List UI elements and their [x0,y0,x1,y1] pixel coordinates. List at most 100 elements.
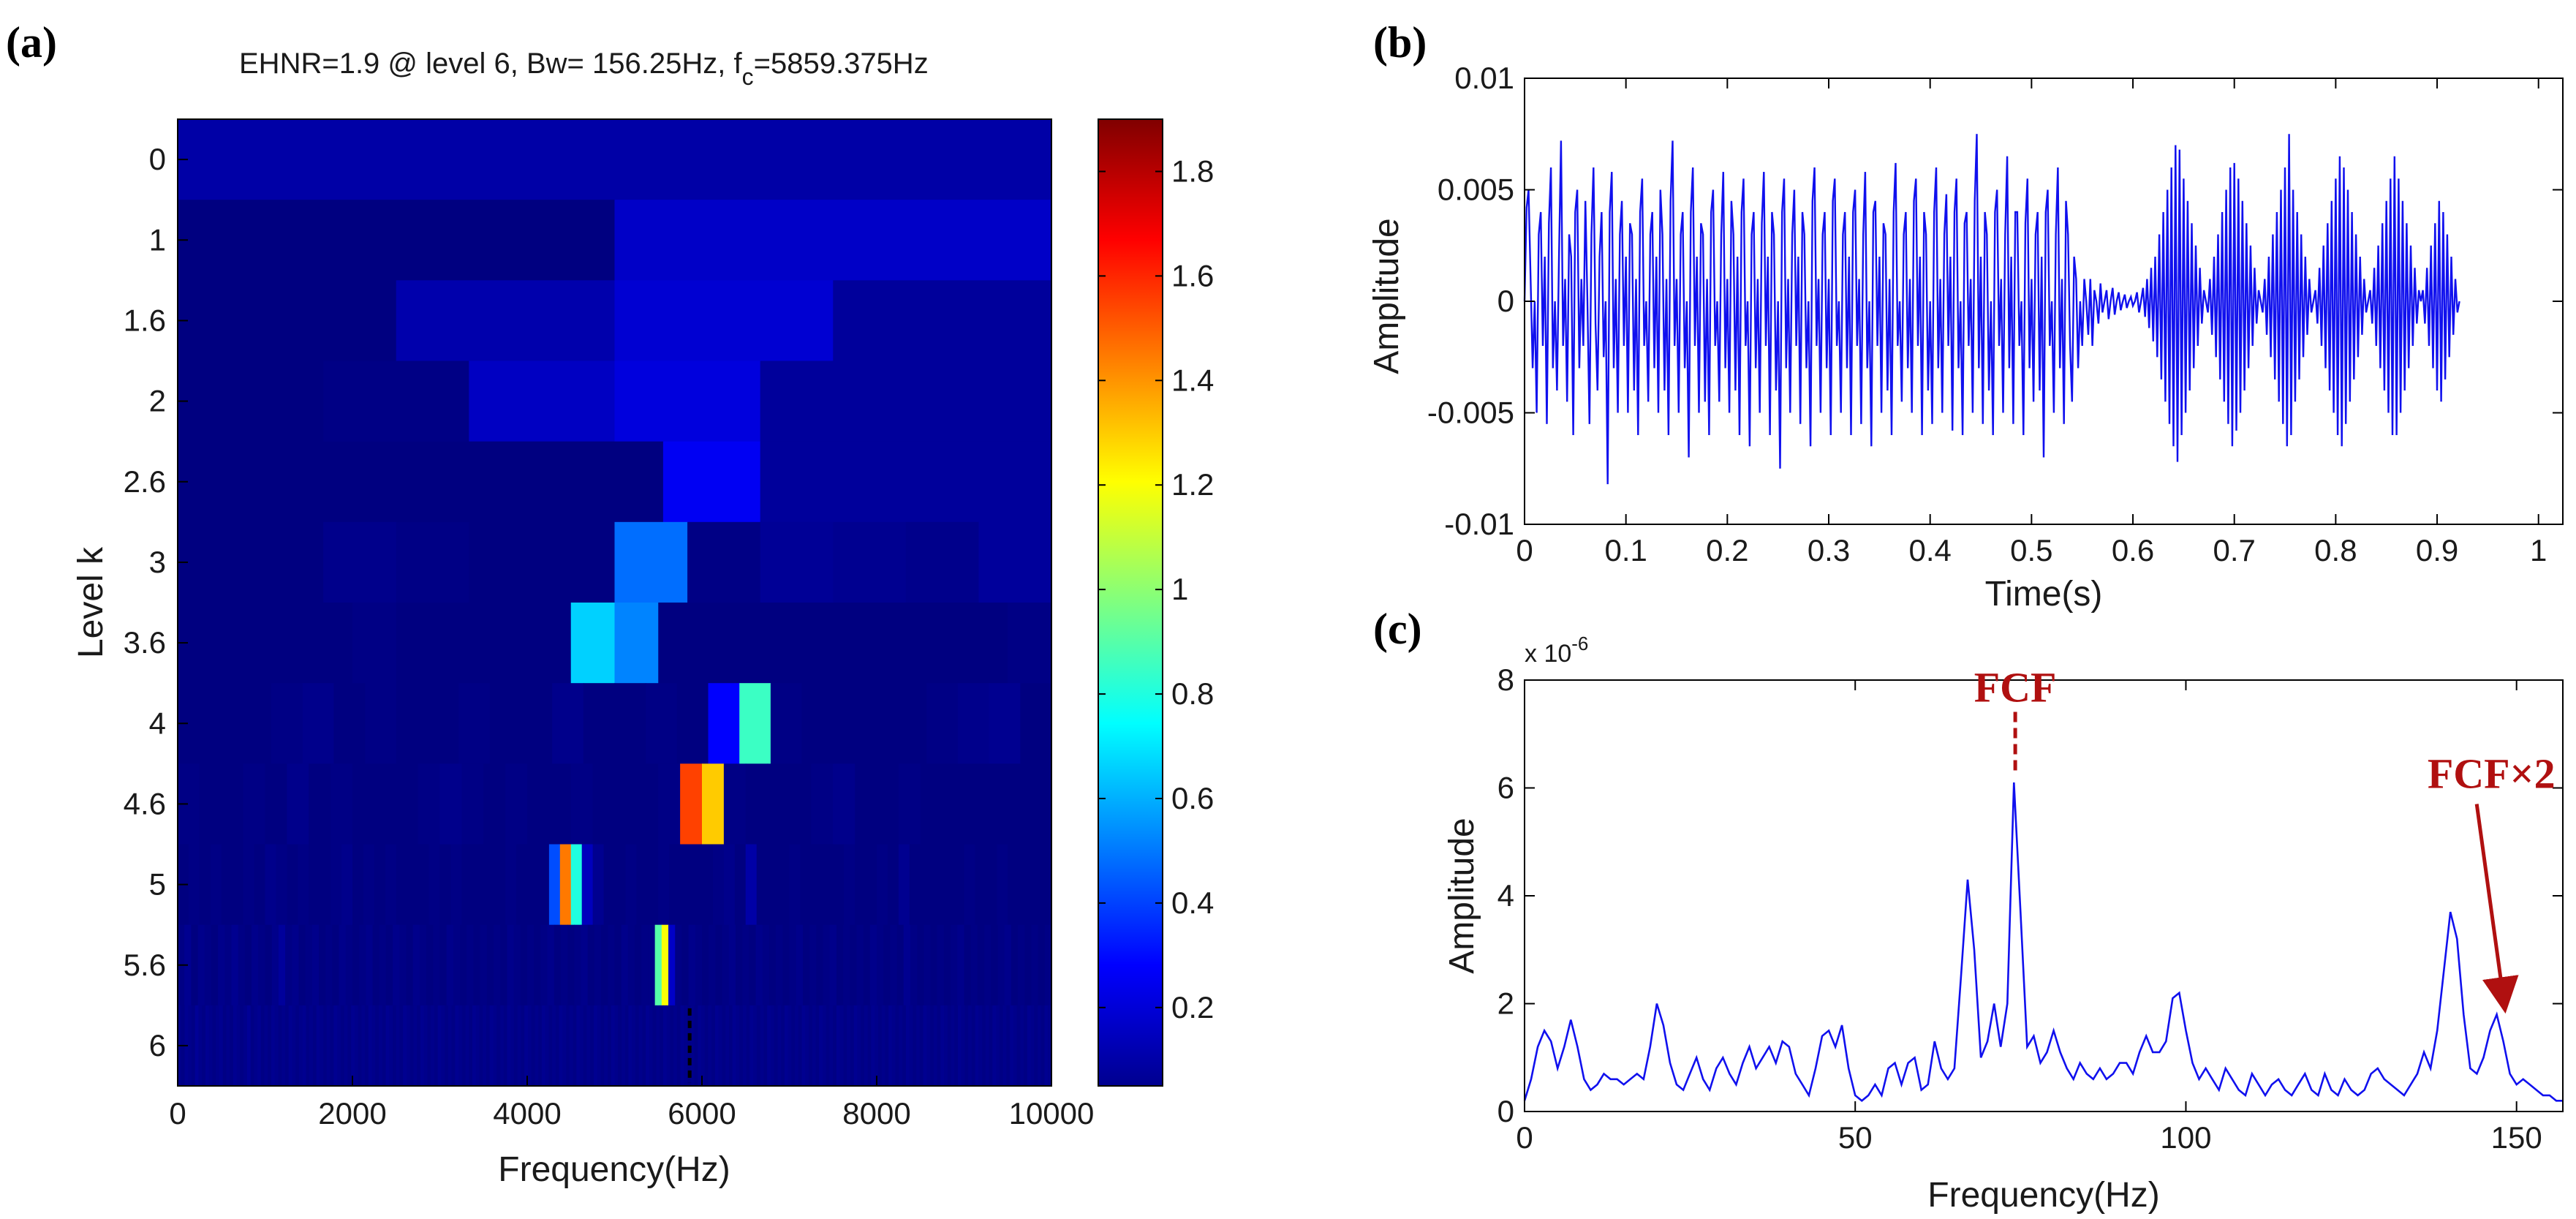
y-tick-label: 2 [149,384,166,418]
fcf2-arrow [2474,804,2519,1014]
heatmap-cell [330,1005,334,1087]
heatmap-cell [240,683,272,764]
heatmap-cell [977,924,985,1006]
heatmap-cell [344,1005,348,1087]
heatmap-cell [527,603,572,684]
heatmap-cell [857,1005,861,1087]
heatmap-cell [507,1005,511,1087]
x-tick-label: 0.8 [2314,533,2357,567]
heatmap-cell [1030,844,1041,926]
heatmap-cell [917,924,924,1006]
heatmap-cell [312,1005,317,1087]
heatmap-cell [212,1005,216,1087]
heatmap-cell [648,924,656,1006]
heatmap-cell [964,603,1008,684]
heatmap-cell [396,1005,401,1087]
panel-a-y-ticks: 0 1 1.6 2 2.6 3 3.6 4 4.6 5 5.6 6 [124,142,188,1063]
heatmap-cell [352,844,364,926]
heatmap-cell [877,603,921,684]
heatmap-cell [427,1005,431,1087]
heatmap-cell [621,1005,626,1087]
heatmap-cell [1008,603,1052,684]
heatmap-cell [694,1005,698,1087]
heatmap-cell [881,1005,885,1087]
heatmap-cell [614,1005,619,1087]
heatmap-cell [331,763,353,845]
y-tick-label: -0.005 [1427,396,1514,430]
heatmap-cell [954,1005,959,1087]
heatmap-cell [292,924,300,1006]
heatmap-cell [316,1005,321,1087]
heatmap-cell [361,1005,366,1087]
heatmap-cell [951,924,958,1006]
heatmap-cell [379,924,387,1006]
heatmap-cell [815,1005,820,1087]
panel-a-label: (a) [6,18,57,67]
heatmap-cell [306,1005,310,1087]
heatmap-cell [240,1005,244,1087]
heatmap-cell [505,763,528,845]
heatmap-cell [957,683,990,764]
heatmap-cell [723,763,747,845]
heatmap-cell [635,924,642,1006]
heatmap-cell [888,1005,893,1087]
heatmap-cell [298,924,306,1006]
heatmap-cell [673,1005,678,1087]
heatmap-cell [652,1005,657,1087]
heatmap-cell [489,1005,494,1087]
y-tick-label: 0 [1497,1094,1514,1128]
x-tick-label: 0.1 [1604,533,1647,567]
heatmap-cell [1040,1005,1046,1087]
heatmap-cell [913,1005,917,1087]
heatmap-cell [614,603,659,684]
heatmap-cell [1040,844,1052,926]
heatmap-cell [396,603,441,684]
heatmap-cell [332,924,340,1006]
x-tick-label: 8000 [842,1096,910,1131]
heatmap-cell [739,1005,744,1087]
heatmap-cell [805,1005,809,1087]
heatmap-cell [510,1005,515,1087]
heatmap-cell [833,844,845,926]
heatmap-cell [513,924,521,1006]
heatmap-cell [964,924,972,1006]
x-tick-label: 0.7 [2213,533,2256,567]
panel-a-plot-frame [177,118,1052,1087]
heatmap-cell [337,1005,341,1087]
heatmap-cell [233,1005,238,1087]
heatmap-cell [199,844,211,926]
heatmap-cell [668,924,676,1006]
heatmap-cell [354,1005,359,1087]
heatmap-cell [920,844,932,926]
heatmap-cell [725,1005,730,1087]
heatmap-cell [997,924,1005,1006]
heatmap-cell [178,521,252,603]
heatmap-cell [676,1005,681,1087]
heatmap-cell [469,441,567,523]
heatmap-cell [763,1005,768,1087]
y-tick-label: 4.6 [124,786,166,820]
heatmap-cell [867,1005,872,1087]
heatmap-cell [809,924,817,1006]
heatmap-cell [789,924,797,1006]
heatmap-cell [801,683,834,764]
heatmap-cell [920,763,943,845]
heatmap-cell [406,924,414,1006]
heatmap-cell [760,521,834,603]
heatmap-cell [437,1005,442,1087]
heatmap-cell [446,924,454,1006]
heatmap-cell [614,280,834,362]
heatmap-cell [989,1005,993,1087]
heatmap-cell [1027,1005,1032,1087]
y-tick-label: 2 [1497,986,1514,1021]
heatmap-cell [1024,1005,1028,1087]
heatmap-cell [681,924,690,1006]
heatmap-cell [777,1005,782,1087]
x-tick-label: 0 [1516,1120,1533,1155]
heatmap-cell [393,924,400,1006]
heatmap-cell [638,1005,643,1087]
heatmap-cell [661,924,669,1006]
heatmap-cell [439,603,484,684]
heatmap-cell [646,1005,650,1087]
heatmap-cell [581,924,589,1006]
